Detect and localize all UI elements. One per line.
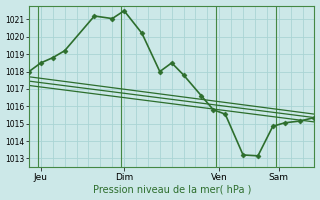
X-axis label: Pression niveau de la mer( hPa ): Pression niveau de la mer( hPa ) [92, 184, 251, 194]
